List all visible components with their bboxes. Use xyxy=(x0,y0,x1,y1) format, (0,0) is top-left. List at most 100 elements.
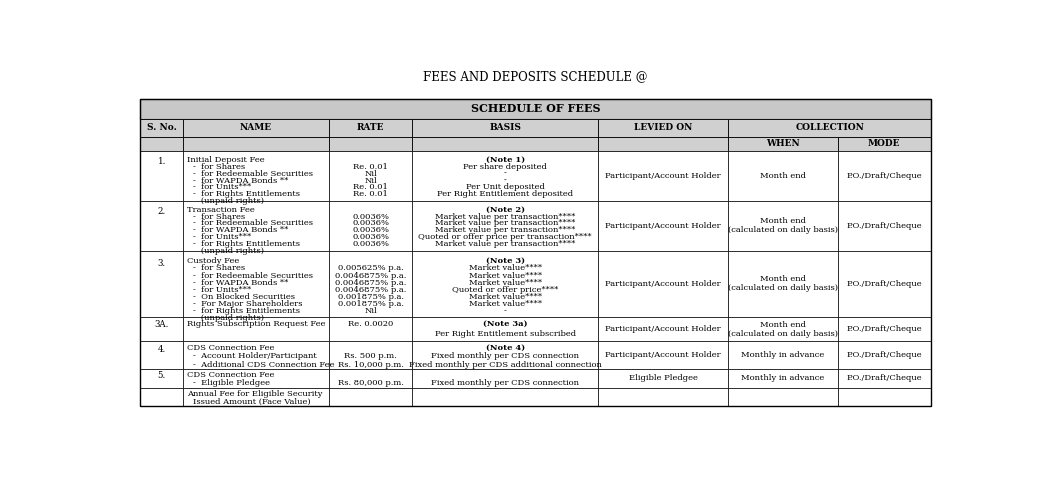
Bar xyxy=(140,137,183,151)
Text: Month end: Month end xyxy=(760,172,806,180)
Text: CDS Connection Fee: CDS Connection Fee xyxy=(187,344,275,352)
Text: -: - xyxy=(504,170,507,178)
Text: Participant/Account Holder: Participant/Account Holder xyxy=(605,172,721,180)
Text: Custody Fee: Custody Fee xyxy=(187,257,239,265)
Text: Per Unit deposited: Per Unit deposited xyxy=(466,184,544,191)
Text: P.O./Draft/Cheque: P.O./Draft/Cheque xyxy=(846,222,922,230)
Text: Per share deposited: Per share deposited xyxy=(463,163,548,171)
Text: LEVIED ON: LEVIED ON xyxy=(634,123,693,132)
Bar xyxy=(140,99,931,119)
Text: COLLECTION: COLLECTION xyxy=(795,123,864,132)
Text: 0.0046875% p.a.: 0.0046875% p.a. xyxy=(335,272,407,279)
Text: Participant/Account Holder: Participant/Account Holder xyxy=(605,222,721,230)
Text: -  for WAPDA Bonds **: - for WAPDA Bonds ** xyxy=(192,177,288,184)
Text: Rights Subscription Request Fee: Rights Subscription Request Fee xyxy=(187,319,326,328)
Bar xyxy=(413,201,598,250)
Bar xyxy=(728,250,837,317)
Text: Market value per transaction****: Market value per transaction**** xyxy=(435,219,576,227)
Bar xyxy=(183,137,329,151)
Bar xyxy=(837,341,931,369)
Text: RATE: RATE xyxy=(357,123,385,132)
Text: 0.0036%: 0.0036% xyxy=(352,213,389,220)
Bar xyxy=(413,250,598,317)
Bar xyxy=(837,151,931,201)
Text: Per Right Entitlement subscribed: Per Right Entitlement subscribed xyxy=(435,330,576,338)
Bar xyxy=(728,151,837,201)
Bar xyxy=(140,250,183,317)
Bar xyxy=(837,317,931,341)
Text: Month end
(calculated on daily basis): Month end (calculated on daily basis) xyxy=(728,275,838,292)
Bar xyxy=(329,201,413,250)
Text: -  for Shares: - for Shares xyxy=(192,264,245,273)
Text: 3.: 3. xyxy=(158,259,166,268)
Text: Issued Amount (Face Value): Issued Amount (Face Value) xyxy=(192,398,310,406)
Bar xyxy=(329,151,413,201)
Text: 4.: 4. xyxy=(158,344,166,354)
Bar xyxy=(140,317,183,341)
Text: -  for WAPDA Bonds **: - for WAPDA Bonds ** xyxy=(192,226,288,234)
Text: NAME: NAME xyxy=(240,123,272,132)
Text: Eligible Pledgee: Eligible Pledgee xyxy=(629,374,698,382)
Text: P.O./Draft/Cheque: P.O./Draft/Cheque xyxy=(846,374,922,382)
Text: Participant/Account Holder: Participant/Account Holder xyxy=(605,280,721,288)
Bar xyxy=(329,137,413,151)
Text: Nil: Nil xyxy=(365,308,377,315)
Bar xyxy=(837,201,931,250)
Text: 1.: 1. xyxy=(158,157,166,166)
Bar xyxy=(329,369,413,388)
Text: (Note 2): (Note 2) xyxy=(486,206,525,214)
Text: -  for Units***: - for Units*** xyxy=(192,184,251,191)
Text: -  for Rights Entitlements: - for Rights Entitlements xyxy=(192,240,300,248)
Text: S. No.: S. No. xyxy=(146,123,177,132)
Bar xyxy=(140,119,183,137)
Text: Initial Deposit Fee: Initial Deposit Fee xyxy=(187,156,264,164)
Text: Market value per transaction****: Market value per transaction**** xyxy=(435,226,576,234)
Text: -  for Shares: - for Shares xyxy=(192,213,245,220)
Text: 0.0036%: 0.0036% xyxy=(352,240,389,248)
Text: Per Right Entitlement deposited: Per Right Entitlement deposited xyxy=(437,190,574,198)
Text: Fixed monthly per CDS connection: Fixed monthly per CDS connection xyxy=(432,352,579,361)
Text: -  Additional CDS Connection Fee: - Additional CDS Connection Fee xyxy=(192,361,334,369)
Bar xyxy=(837,250,931,317)
Bar xyxy=(728,137,837,151)
Text: -  for Redeemable Securities: - for Redeemable Securities xyxy=(192,272,312,279)
Text: Market value per transaction****: Market value per transaction**** xyxy=(435,213,576,220)
Text: -  for Shares: - for Shares xyxy=(192,163,245,171)
Bar xyxy=(837,137,931,151)
Bar xyxy=(598,151,728,201)
Bar xyxy=(728,201,837,250)
Bar xyxy=(413,151,598,201)
Text: Annual Fee for Eligible Security: Annual Fee for Eligible Security xyxy=(187,390,323,398)
Bar xyxy=(413,119,598,137)
Bar xyxy=(183,369,329,388)
Text: -  for Units***: - for Units*** xyxy=(192,233,251,241)
Text: (Note 4): (Note 4) xyxy=(486,344,525,352)
Bar xyxy=(183,250,329,317)
Text: Nil: Nil xyxy=(365,170,377,178)
Bar xyxy=(183,119,329,137)
Text: P.O./Draft/Cheque: P.O./Draft/Cheque xyxy=(846,351,922,359)
Text: CDS Connection Fee: CDS Connection Fee xyxy=(187,371,275,379)
Text: -  for Rights Entitlements: - for Rights Entitlements xyxy=(192,190,300,198)
Text: FEES AND DEPOSITS SCHEDULE @: FEES AND DEPOSITS SCHEDULE @ xyxy=(423,70,648,83)
Bar xyxy=(413,388,598,406)
Text: Transaction Fee: Transaction Fee xyxy=(187,206,255,214)
Text: Month end
(calculated on daily basis): Month end (calculated on daily basis) xyxy=(728,217,838,234)
Bar xyxy=(413,137,598,151)
Bar xyxy=(598,341,728,369)
Text: Market value per transaction****: Market value per transaction**** xyxy=(435,240,576,248)
Text: Re. 0.0020: Re. 0.0020 xyxy=(348,319,393,328)
Text: 0.0046875% p.a.: 0.0046875% p.a. xyxy=(335,278,407,287)
Bar xyxy=(598,369,728,388)
Bar xyxy=(413,341,598,369)
Text: Monthly in advance: Monthly in advance xyxy=(741,351,825,359)
Bar xyxy=(183,341,329,369)
Bar xyxy=(329,388,413,406)
Text: -  for Redeemable Securities: - for Redeemable Securities xyxy=(192,170,312,178)
Bar xyxy=(140,369,183,388)
Text: Re. 0.01: Re. 0.01 xyxy=(353,184,388,191)
Bar xyxy=(329,119,413,137)
Bar xyxy=(329,317,413,341)
Bar xyxy=(183,317,329,341)
Bar xyxy=(837,388,931,406)
